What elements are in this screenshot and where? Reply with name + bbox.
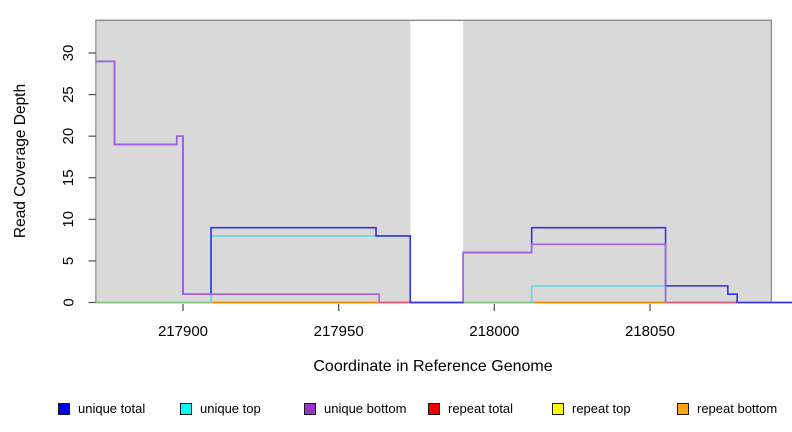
legend-item-repeat-bottom: repeat bottom xyxy=(677,401,777,417)
svg-text:20: 20 xyxy=(60,128,77,145)
svg-text:25: 25 xyxy=(60,86,77,103)
svg-text:10: 10 xyxy=(60,211,77,228)
y-axis-title: Read Coverage Depth xyxy=(12,83,29,239)
legend-item-repeat-top: repeat top xyxy=(552,401,631,417)
legend-label: repeat top xyxy=(572,401,631,416)
repeat-bottom-swatch-icon xyxy=(677,403,689,415)
repeat-top-swatch-icon xyxy=(552,403,564,415)
legend-label: repeat total xyxy=(448,401,514,416)
svg-text:218050: 218050 xyxy=(625,323,675,340)
legend-label: repeat bottom xyxy=(697,401,778,416)
svg-text:218000: 218000 xyxy=(469,323,519,340)
legend-label: unique bottom xyxy=(324,401,407,416)
legend-item-unique-bottom: unique bottom xyxy=(304,401,406,417)
svg-text:5: 5 xyxy=(60,257,77,265)
unique-total-swatch-icon xyxy=(58,403,70,415)
unique-top-swatch-icon xyxy=(180,403,192,415)
svg-text:30: 30 xyxy=(60,45,77,62)
legend-label: unique total xyxy=(78,401,146,416)
legend-label: unique top xyxy=(200,401,261,416)
x-axis-title: Coordinate in Reference Genome xyxy=(313,358,553,375)
legend-item-repeat-total: repeat total xyxy=(428,401,513,417)
legend-item-unique-total: unique total xyxy=(58,401,145,417)
svg-text:15: 15 xyxy=(60,169,77,186)
svg-text:217900: 217900 xyxy=(158,323,208,340)
svg-text:0: 0 xyxy=(60,298,77,306)
unique-bottom-swatch-icon xyxy=(304,403,316,415)
legend-item-unique-top: unique top xyxy=(180,401,261,417)
svg-text:217950: 217950 xyxy=(314,323,364,340)
repeat-total-swatch-icon xyxy=(428,403,440,415)
